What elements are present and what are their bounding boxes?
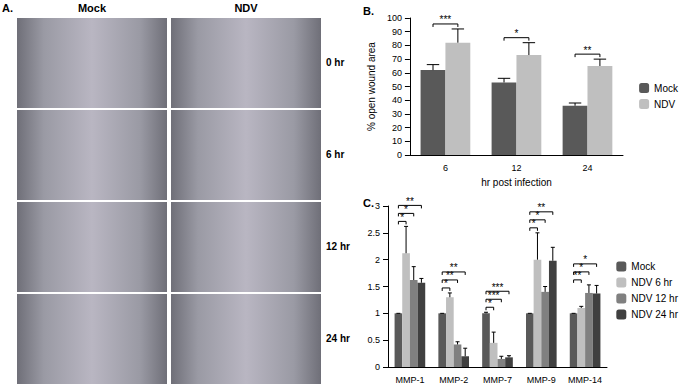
svg-text:2: 2 <box>375 255 380 265</box>
svg-text:24: 24 <box>582 163 592 173</box>
svg-text:Mock: Mock <box>654 83 679 94</box>
svg-text:**: ** <box>584 45 592 56</box>
svg-text:*: * <box>583 254 587 265</box>
svg-text:10: 10 <box>392 136 402 146</box>
svg-text:MMP-9: MMP-9 <box>527 375 556 385</box>
svg-text:**: ** <box>537 202 545 213</box>
svg-text:MMP-2: MMP-2 <box>439 375 468 385</box>
svg-text:70: 70 <box>392 54 402 64</box>
svg-text:MMP-14: MMP-14 <box>568 375 602 385</box>
svg-text:20: 20 <box>392 123 402 133</box>
html-text:6 hr: 6 hr <box>326 149 345 160</box>
svg-text:MMP-7: MMP-7 <box>483 375 512 385</box>
svg-text:B.: B. <box>363 5 374 17</box>
svg-text:% open wound area: % open wound area <box>366 42 377 131</box>
svg-text:30: 30 <box>392 109 402 119</box>
svg-text:MMP-1: MMP-1 <box>395 375 424 385</box>
svg-text:**: ** <box>450 262 458 273</box>
svg-text:NDV: NDV <box>654 99 675 110</box>
svg-text:***: *** <box>440 14 452 25</box>
svg-text:NDV 6 hr: NDV 6 hr <box>631 277 673 288</box>
svg-text:***: *** <box>492 282 504 293</box>
svg-text:50: 50 <box>392 82 402 92</box>
svg-text:0: 0 <box>375 362 380 372</box>
svg-text:3: 3 <box>375 201 380 211</box>
svg-text:hr post infection: hr post infection <box>481 177 552 188</box>
svg-text:0: 0 <box>397 150 402 160</box>
svg-text:NDV 12 hr: NDV 12 hr <box>631 293 678 304</box>
svg-text:100: 100 <box>387 13 402 23</box>
html-text:Mock: Mock <box>77 2 107 14</box>
html-text:0 hr: 0 hr <box>326 57 345 68</box>
svg-text:80: 80 <box>392 40 402 50</box>
svg-text:2.5: 2.5 <box>367 228 380 238</box>
svg-text:90: 90 <box>392 27 402 37</box>
html-text:24 hr: 24 hr <box>326 333 350 344</box>
svg-text:**: ** <box>406 196 414 207</box>
html-text:A.: A. <box>2 2 13 14</box>
svg-text:12: 12 <box>511 163 521 173</box>
svg-text:0.5: 0.5 <box>367 335 380 345</box>
svg-text:60: 60 <box>392 68 402 78</box>
svg-text:*: * <box>515 28 519 39</box>
html-text:12 hr: 12 hr <box>326 241 350 252</box>
svg-text:1.5: 1.5 <box>367 282 380 292</box>
svg-text:C.: C. <box>363 197 374 209</box>
svg-text:1: 1 <box>375 308 380 318</box>
html-text:NDV: NDV <box>234 2 258 14</box>
svg-text:6: 6 <box>443 163 448 173</box>
svg-text:NDV 24 hr: NDV 24 hr <box>631 309 678 320</box>
svg-text:Mock: Mock <box>631 261 656 272</box>
svg-text:40: 40 <box>392 95 402 105</box>
